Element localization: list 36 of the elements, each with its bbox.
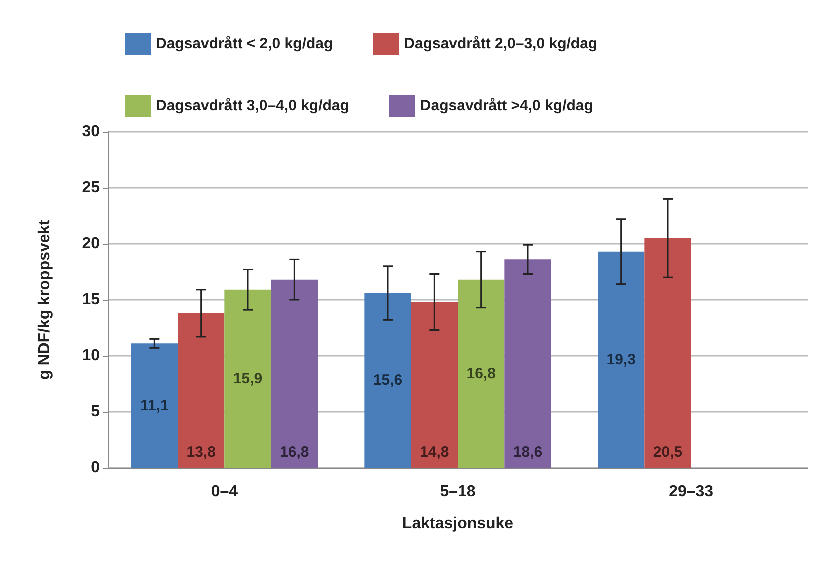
data-label: 15,9 bbox=[233, 370, 263, 388]
bar bbox=[458, 280, 505, 468]
x-tick-label: 29–33 bbox=[669, 484, 714, 500]
y-tick-label: 5 bbox=[91, 404, 100, 420]
bar bbox=[224, 290, 272, 468]
y-tick-label: 20 bbox=[82, 236, 100, 252]
x-tick-label: 5–18 bbox=[440, 484, 476, 500]
data-label: 16,8 bbox=[466, 365, 496, 382]
bar bbox=[178, 313, 225, 468]
legend-label: Dagsavdrått < 2,0 kg/dag bbox=[156, 36, 334, 52]
data-label: 11,1 bbox=[140, 397, 169, 414]
bar bbox=[364, 293, 412, 468]
legend-label: Dagsavdrått 3,0–4,0 kg/dag bbox=[156, 98, 350, 114]
y-tick-label: 30 bbox=[82, 124, 100, 140]
bar bbox=[644, 238, 692, 468]
y-tick-label: 15 bbox=[82, 292, 100, 308]
data-label: 16,8 bbox=[280, 444, 310, 461]
data-label: 14,8 bbox=[420, 444, 450, 461]
bar bbox=[271, 280, 318, 468]
y-tick-label: 10 bbox=[82, 348, 100, 364]
data-label: 18,6 bbox=[513, 444, 543, 461]
y-axis-title: g NDF/kg kroppsvekt bbox=[36, 219, 54, 380]
legend-label: Dagsavdrått >4,0 kg/dag bbox=[420, 98, 594, 114]
y-tick-label: 25 bbox=[82, 180, 100, 196]
x-axis-title: Laktasjonsuke bbox=[402, 516, 514, 532]
y-tick-label: 0 bbox=[91, 460, 100, 476]
bar bbox=[131, 344, 178, 468]
data-label: 19,3 bbox=[606, 351, 636, 368]
bar bbox=[504, 260, 552, 468]
legend-label: Dagsavdrått 2,0–3,0 kg/dag bbox=[404, 36, 598, 52]
bar bbox=[411, 302, 458, 468]
x-tick-label: 0–4 bbox=[211, 484, 238, 500]
data-label: 13,8 bbox=[186, 444, 216, 461]
data-label: 15,6 bbox=[373, 372, 403, 390]
bar bbox=[598, 252, 645, 468]
data-label: 20,5 bbox=[653, 444, 683, 461]
